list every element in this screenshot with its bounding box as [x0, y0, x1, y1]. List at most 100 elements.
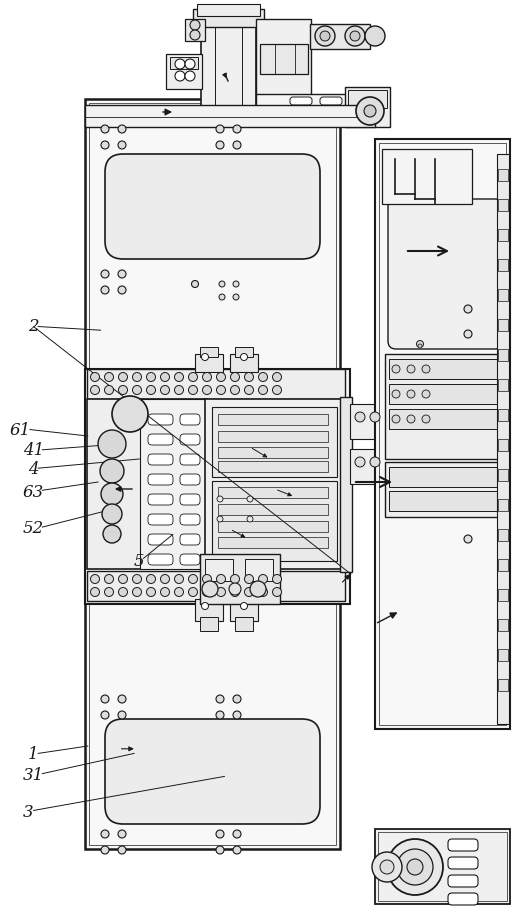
Bar: [185, 20, 205, 42]
Bar: [197, 5, 260, 17]
Bar: [85, 369, 350, 605]
Circle shape: [118, 142, 126, 150]
FancyBboxPatch shape: [180, 435, 200, 446]
Circle shape: [355, 413, 365, 423]
Bar: [498, 439, 508, 451]
Circle shape: [217, 588, 225, 596]
Circle shape: [101, 126, 109, 134]
Bar: [205, 560, 233, 582]
Circle shape: [397, 849, 433, 885]
Circle shape: [233, 696, 241, 703]
Circle shape: [118, 696, 126, 703]
Circle shape: [355, 458, 365, 468]
FancyBboxPatch shape: [180, 554, 200, 565]
Bar: [389, 359, 499, 380]
Circle shape: [392, 415, 400, 424]
Bar: [218, 538, 328, 549]
Circle shape: [216, 711, 224, 720]
Circle shape: [101, 287, 109, 295]
Circle shape: [231, 588, 239, 596]
Bar: [348, 91, 387, 108]
FancyBboxPatch shape: [180, 515, 200, 526]
Circle shape: [422, 366, 430, 374]
Circle shape: [175, 72, 185, 82]
Text: 1: 1: [28, 745, 39, 762]
Circle shape: [216, 846, 224, 854]
FancyBboxPatch shape: [290, 98, 312, 106]
Circle shape: [356, 98, 384, 126]
Bar: [385, 355, 503, 460]
Bar: [498, 380, 508, 391]
Circle shape: [185, 60, 195, 70]
Bar: [230, 599, 258, 621]
Circle shape: [175, 60, 185, 70]
Bar: [218, 487, 328, 498]
FancyBboxPatch shape: [148, 435, 173, 446]
Circle shape: [365, 27, 385, 47]
Bar: [498, 679, 508, 691]
Circle shape: [217, 516, 223, 522]
Circle shape: [160, 373, 169, 382]
Circle shape: [217, 373, 225, 382]
Text: 52: 52: [23, 520, 44, 537]
Bar: [389, 492, 499, 512]
Circle shape: [372, 852, 402, 882]
Bar: [375, 829, 510, 904]
Circle shape: [259, 373, 267, 382]
Text: 5: 5: [134, 552, 144, 569]
Bar: [218, 448, 328, 459]
Circle shape: [188, 588, 198, 596]
Bar: [85, 100, 340, 849]
Circle shape: [147, 575, 155, 584]
Text: 3: 3: [23, 803, 34, 820]
Circle shape: [231, 386, 239, 395]
Circle shape: [119, 575, 127, 584]
Bar: [201, 20, 256, 119]
Bar: [498, 529, 508, 541]
Circle shape: [105, 386, 114, 395]
Circle shape: [118, 711, 126, 720]
Circle shape: [119, 386, 127, 395]
Circle shape: [202, 575, 212, 584]
Bar: [235, 618, 253, 631]
Circle shape: [118, 126, 126, 134]
Circle shape: [101, 696, 109, 703]
Circle shape: [202, 582, 218, 597]
Bar: [498, 619, 508, 631]
Circle shape: [219, 295, 225, 301]
Bar: [230, 355, 258, 372]
Bar: [498, 650, 508, 662]
FancyBboxPatch shape: [148, 494, 173, 505]
Bar: [389, 468, 499, 487]
Bar: [350, 449, 390, 484]
Circle shape: [101, 483, 123, 505]
Circle shape: [102, 505, 122, 525]
Circle shape: [217, 575, 225, 584]
Circle shape: [392, 366, 400, 374]
Circle shape: [190, 21, 200, 31]
Bar: [170, 58, 198, 70]
Circle shape: [240, 354, 248, 361]
Bar: [345, 88, 390, 128]
Circle shape: [259, 588, 267, 596]
Bar: [218, 461, 328, 472]
Circle shape: [370, 458, 380, 468]
Circle shape: [219, 282, 225, 288]
Circle shape: [188, 386, 198, 395]
Bar: [205, 400, 345, 570]
Circle shape: [464, 331, 472, 338]
Circle shape: [118, 846, 126, 854]
Bar: [212, 407, 337, 478]
Circle shape: [315, 27, 335, 47]
Bar: [498, 589, 508, 601]
Circle shape: [101, 846, 109, 854]
Circle shape: [90, 588, 100, 596]
Circle shape: [247, 516, 253, 522]
Bar: [195, 599, 223, 621]
Circle shape: [217, 386, 225, 395]
Circle shape: [407, 366, 415, 374]
Circle shape: [174, 386, 184, 395]
Bar: [498, 260, 508, 272]
Circle shape: [231, 575, 239, 584]
Circle shape: [188, 575, 198, 584]
